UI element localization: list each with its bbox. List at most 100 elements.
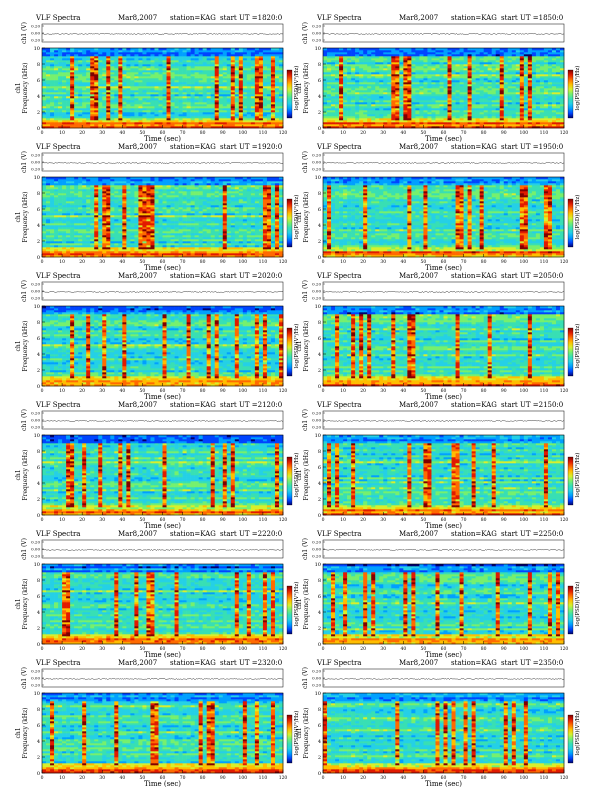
spectrogram-cell — [484, 116, 488, 118]
spectrogram-cell — [411, 88, 415, 90]
spectrogram-cell — [508, 82, 512, 84]
spectrogram-cell — [500, 116, 504, 118]
spectrogram-cell — [492, 56, 496, 58]
spectrogram-cell — [187, 100, 191, 102]
spectrogram-cell — [138, 96, 142, 98]
spectrogram-cell — [444, 116, 448, 118]
spectrogram-cell — [560, 50, 564, 52]
spectrogram-cell — [251, 90, 255, 92]
spectrogram-cell — [54, 110, 58, 112]
spectrogram-cell — [42, 72, 46, 74]
spectrogram-cell — [395, 56, 399, 58]
spectrogram-cell — [267, 92, 271, 94]
spectrogram-cell — [267, 66, 271, 68]
spectrogram-cell — [74, 112, 78, 114]
spectrogram-cell — [223, 92, 227, 94]
spectrogram-cell — [98, 78, 102, 80]
spectrogram-cell — [158, 118, 162, 120]
spectrogram-cell — [175, 66, 179, 68]
spectrogram-cell — [512, 54, 516, 56]
spectrogram-cell — [464, 108, 468, 110]
spectrogram-cell — [251, 110, 255, 112]
spectrogram-cell — [146, 120, 150, 122]
spectrogram-cell — [391, 84, 395, 86]
spectrogram-cell — [379, 66, 383, 68]
spectrogram-cell — [532, 72, 536, 74]
spectrogram-cell — [86, 56, 90, 58]
spectrogram-cell — [331, 102, 335, 104]
spectrogram-cell — [343, 94, 347, 96]
spectrogram-cell — [199, 98, 203, 100]
spectrogram-cell — [235, 104, 239, 106]
spectrogram-cell — [42, 114, 46, 116]
spectrogram-cell — [122, 82, 126, 84]
spectrogram-cell — [351, 48, 355, 50]
spectrogram-cell — [78, 54, 82, 56]
spectrogram-cell — [231, 118, 235, 120]
spectrogram-cell — [423, 54, 427, 56]
spectrogram-cell — [106, 94, 110, 96]
spectrogram-cell — [355, 70, 359, 72]
spectrogram-cell — [114, 62, 118, 64]
spectrogram-cell — [86, 50, 90, 52]
spectrogram-cell — [552, 86, 556, 88]
spectrogram-cell — [235, 118, 239, 120]
spectrogram-cell — [383, 102, 387, 104]
spectrogram-cell — [500, 104, 504, 106]
spectrogram-cell — [231, 66, 235, 68]
spectrogram-cell — [66, 114, 70, 116]
spectrogram-cell — [327, 90, 331, 92]
spectrogram-cell — [383, 48, 387, 50]
spectrogram-cell — [444, 76, 448, 78]
spectrogram-cell — [86, 124, 90, 126]
spectrogram-cell — [275, 54, 279, 56]
spectrogram-cell — [359, 88, 363, 90]
spectrogram-cell — [66, 64, 70, 66]
spectrogram-cell — [448, 82, 452, 84]
spectrogram-cell — [235, 84, 239, 86]
spectrogram-cell — [66, 92, 70, 94]
spectrogram-cell — [154, 84, 158, 86]
spectrogram-cell — [46, 98, 50, 100]
spectrogram-cell — [496, 118, 500, 120]
spectrogram-cell — [524, 58, 528, 60]
spectrogram-cell — [167, 94, 171, 96]
spectrogram-cell — [359, 110, 363, 112]
spectrogram-cell — [118, 66, 122, 68]
spectrogram-cell — [58, 98, 62, 100]
spectrogram-cell — [439, 74, 443, 76]
spectrogram-cell — [247, 74, 251, 76]
spectrogram-cell — [271, 100, 275, 102]
spectrogram-cell — [423, 114, 427, 116]
spectrogram-cell — [488, 104, 492, 106]
spectrogram-cell — [142, 78, 146, 80]
spectrogram-cell — [331, 70, 335, 72]
spectrogram-cell — [54, 72, 58, 74]
spectrogram-cell — [508, 68, 512, 70]
spectrogram-cell — [387, 54, 391, 56]
spectrogram-cell — [58, 58, 62, 60]
spectrogram-cell — [363, 120, 367, 122]
spectrogram-cell — [544, 52, 548, 54]
spectrogram-cell — [179, 88, 183, 90]
spectrogram-cell — [448, 90, 452, 92]
spectrogram-cell — [536, 110, 540, 112]
spectrogram-cell — [548, 56, 552, 58]
spectrogram-cell — [468, 116, 472, 118]
spectrogram-cell — [387, 74, 391, 76]
spectrogram-cell — [448, 64, 452, 66]
spectrogram-cell — [423, 118, 427, 120]
spectrogram-cell — [516, 88, 520, 90]
spectrogram-cell — [395, 112, 399, 114]
spectrogram-cell — [540, 72, 544, 74]
spectrogram-cell — [70, 76, 74, 78]
spectrogram-cell — [227, 100, 231, 102]
spectrogram-cell — [175, 82, 179, 84]
spectrogram-cell — [516, 96, 520, 98]
spectrogram-cell — [427, 62, 431, 64]
spectrogram-cell — [355, 112, 359, 114]
spectrogram-cell — [199, 62, 203, 64]
spectrogram-cell — [488, 96, 492, 98]
panel-station: station=KAG — [170, 143, 216, 151]
spectrogram-cell — [223, 86, 227, 88]
